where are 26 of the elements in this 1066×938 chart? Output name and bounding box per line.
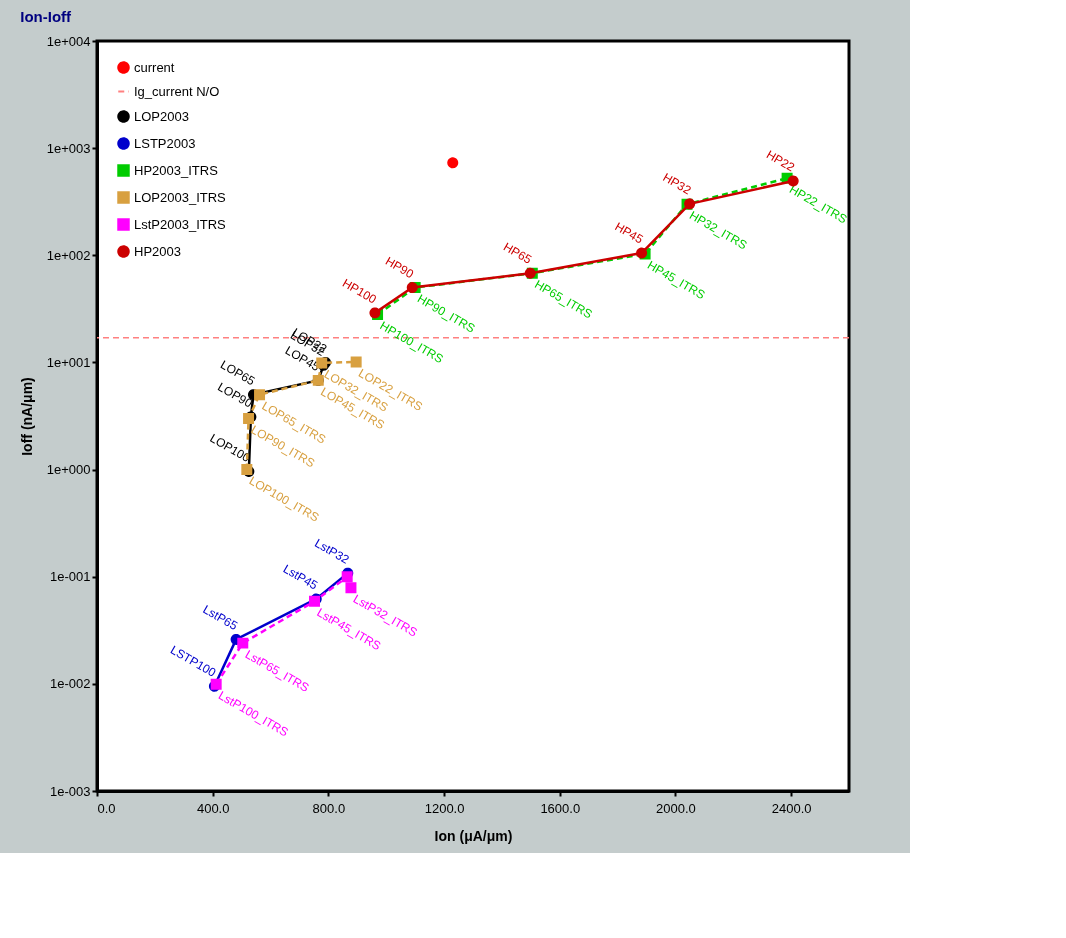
legend-label: HP2003_ITRS <box>134 162 219 178</box>
y-axis-title: Ioff (nA/μm) <box>18 377 35 456</box>
x-tick-label: 1600.0 <box>540 800 581 816</box>
x-tick-label: 800.0 <box>312 800 346 816</box>
x-tick-label: 2000.0 <box>656 800 696 816</box>
y-tick-label: 1e+000 <box>46 462 91 478</box>
legend-label: current <box>134 59 175 75</box>
y-tick-label: 1e-002 <box>50 676 91 692</box>
x-axis-title: Ion (μA/μm) <box>434 827 513 844</box>
chart-title: Ion-Ioff <box>20 8 73 25</box>
legend-label: Ig_current N/O <box>134 83 220 99</box>
legend-label: LOP2003_ITRS <box>134 189 227 205</box>
x-tick-label: 2400.0 <box>771 800 812 816</box>
x-tick-label: 0.0 <box>97 800 116 816</box>
legend-label: LOP2003 <box>134 108 189 124</box>
y-tick-label: 1e+001 <box>46 354 91 370</box>
legend-label: LSTP2003 <box>134 135 196 151</box>
x-tick-label: 400.0 <box>196 800 230 816</box>
y-tick-label: 1e-003 <box>50 783 91 799</box>
y-tick-label: 1e+003 <box>46 140 91 156</box>
y-tick-label: 1e-001 <box>50 569 91 585</box>
y-tick-label: 1e+004 <box>46 33 91 49</box>
legend-label: LstP2003_ITRS <box>134 216 227 232</box>
y-tick-label: 1e+002 <box>46 247 91 263</box>
legend-label: HP2003 <box>134 243 181 259</box>
x-tick-label: 1200.0 <box>424 800 465 816</box>
